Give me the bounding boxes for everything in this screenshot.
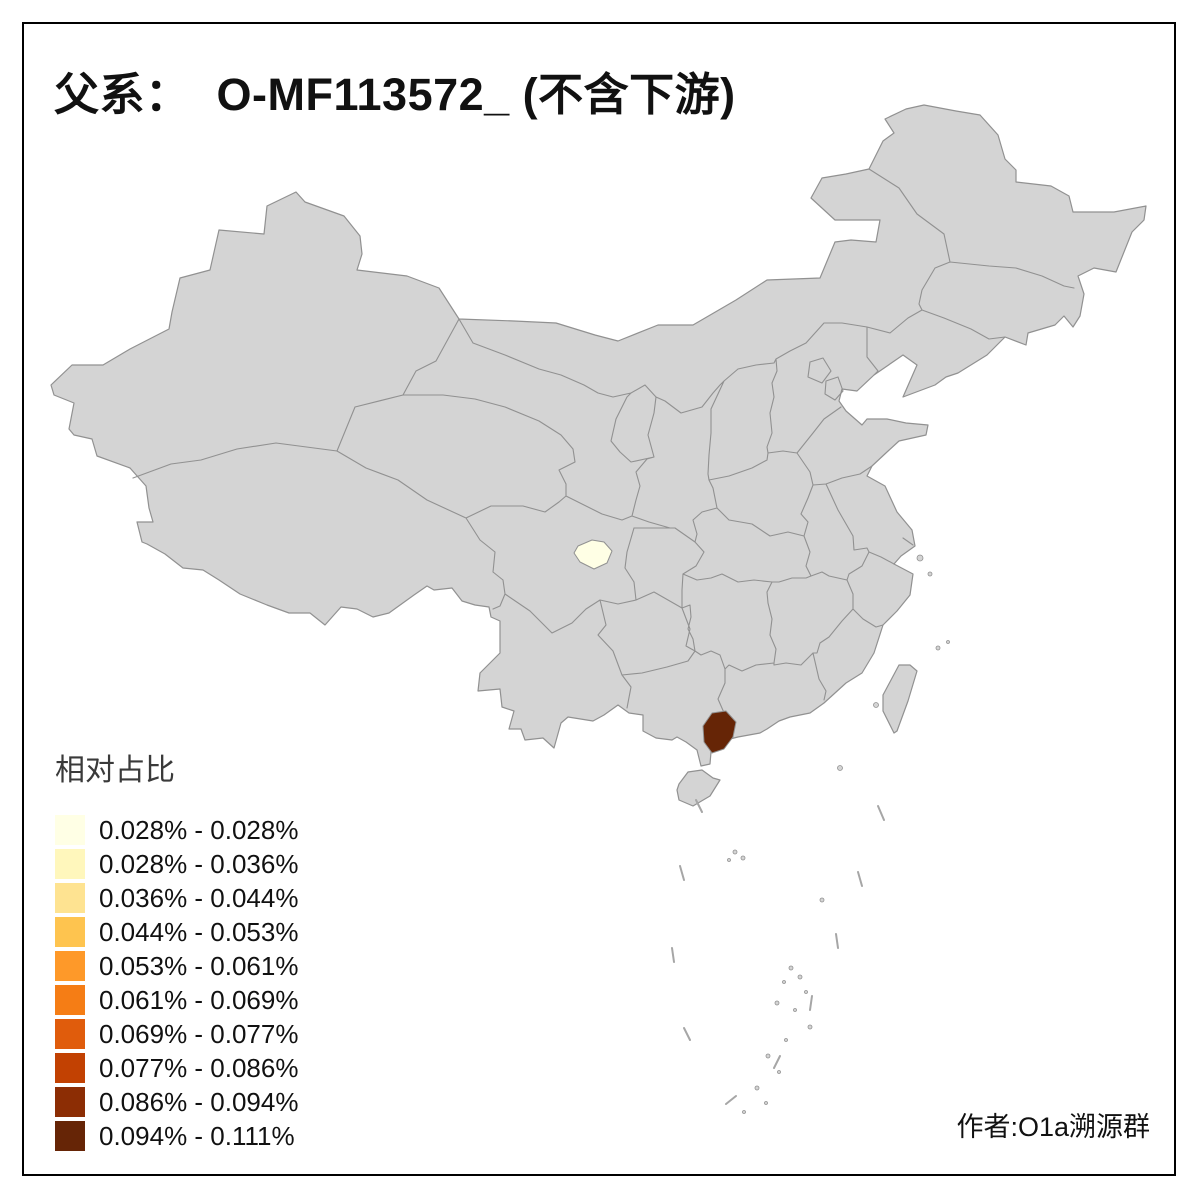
- legend-item: 0.061% - 0.069%: [55, 983, 298, 1017]
- legend-swatch: [55, 849, 85, 879]
- highlight-region-west-guangdong: [702, 710, 737, 754]
- legend-title: 相对占比: [55, 754, 175, 787]
- legend-label: 0.028% - 0.036%: [99, 849, 299, 879]
- page-title: 父系： O-MF113572_ (不含下游): [54, 69, 736, 120]
- taiwan-island: [882, 664, 918, 734]
- legend-swatch: [55, 1019, 85, 1049]
- legend-label: 0.086% - 0.094%: [99, 1087, 299, 1117]
- attribution: 作者:O1a溯源群: [956, 1112, 1150, 1142]
- legend-item: 0.036% - 0.044%: [55, 881, 298, 915]
- legend-items: 0.028% - 0.028% 0.028% - 0.036% 0.036% - 0…: [55, 813, 298, 1153]
- legend-swatch: [55, 951, 85, 981]
- legend-item: 0.069% - 0.077%: [55, 1017, 298, 1051]
- legend-label: 0.044% - 0.053%: [99, 917, 299, 947]
- legend-item: 0.086% - 0.094%: [55, 1085, 298, 1119]
- legend-swatch: [55, 883, 85, 913]
- highlight-region-sichuan: [573, 539, 613, 570]
- legend-item: 0.053% - 0.061%: [55, 949, 298, 983]
- legend-label: 0.036% - 0.044%: [99, 883, 299, 913]
- legend-label: 0.053% - 0.061%: [99, 951, 299, 981]
- legend-swatch: [55, 917, 85, 947]
- legend-swatch: [55, 815, 85, 845]
- province-borders: [132, 168, 1075, 739]
- legend-swatch: [55, 1053, 85, 1083]
- legend: 相对占比 0.028% - 0.028% 0.028% - 0.036% 0.036…: [55, 745, 298, 1153]
- legend-item: 0.094% - 0.111%: [55, 1119, 298, 1153]
- legend-label: 0.069% - 0.077%: [99, 1019, 299, 1049]
- legend-item: 0.077% - 0.086%: [55, 1051, 298, 1085]
- legend-label: 0.094% - 0.111%: [99, 1121, 295, 1151]
- nine-dash-line: [671, 799, 885, 1105]
- legend-swatch: [55, 985, 85, 1015]
- legend-label: 0.028% - 0.028%: [99, 815, 299, 845]
- land-shapes: [50, 104, 1147, 807]
- legend-item: 0.044% - 0.053%: [55, 915, 298, 949]
- hainan-island: [676, 769, 721, 807]
- legend-swatch: [55, 1121, 85, 1151]
- legend-label: 0.061% - 0.069%: [99, 985, 299, 1015]
- south-china-sea-islands: [727, 554, 950, 1114]
- legend-item: 0.028% - 0.036%: [55, 847, 298, 881]
- legend-item: 0.028% - 0.028%: [55, 813, 298, 847]
- china-mainland-outline: [50, 104, 1147, 767]
- legend-label: 0.077% - 0.086%: [99, 1053, 299, 1083]
- legend-swatch: [55, 1087, 85, 1117]
